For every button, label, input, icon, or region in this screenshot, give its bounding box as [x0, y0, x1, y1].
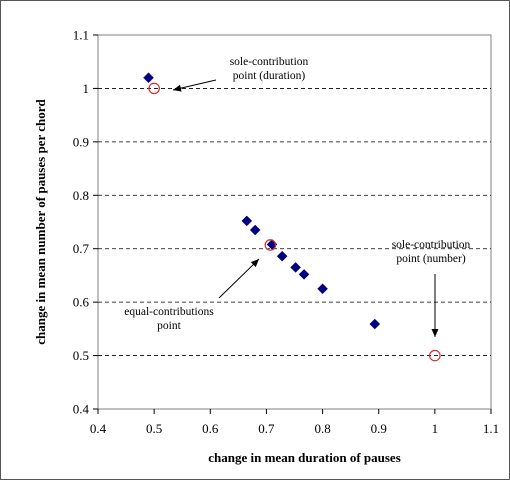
diamond-point [290, 262, 301, 273]
diamond-point [369, 318, 381, 330]
x-tick-label: 0.4 [90, 421, 107, 436]
x-tick-label: 0.5 [146, 421, 162, 436]
diamond-point [276, 250, 288, 262]
y-tick-label: 0.8 [73, 188, 89, 203]
diamond-point [298, 269, 310, 280]
annotation-arrows [172, 79, 439, 337]
annotation-arrow-line [218, 258, 260, 299]
x-tick-label: 0.8 [314, 421, 330, 436]
x-tick-label: 0.6 [202, 421, 219, 436]
diamond-point [249, 224, 261, 236]
annotation-label: point (number) [396, 253, 465, 265]
y-axis-title: change in mean number of pauses per chor… [33, 99, 48, 345]
data-points [143, 72, 441, 362]
y-axis-ticks: 0.4 0.5 0.6 0.7 0.8 0.9 1 1.1 [73, 28, 98, 417]
x-tick-label: 1 [432, 421, 439, 436]
x-axis-ticks: 0.4 0.5 0.6 0.7 0.8 0.9 1 1.1 [90, 409, 499, 436]
annotation-label: sole-contribution [230, 56, 309, 68]
arrowhead-icon [431, 329, 439, 337]
arrowhead-icon [250, 259, 259, 268]
annotation-label: sole-contribution [392, 239, 471, 251]
gridlines [98, 88, 491, 356]
y-tick-label: 1.1 [73, 28, 89, 43]
circle-point [429, 349, 441, 362]
x-tick-label: 0.7 [258, 421, 275, 436]
x-axis-title: change in mean duration of pauses [208, 450, 401, 465]
annotation-label: equal-contributions [124, 306, 214, 318]
arrowhead-icon [173, 84, 182, 92]
annotation-label: point (duration) [233, 70, 306, 82]
x-tick-label: 1.1 [483, 421, 499, 436]
circle-point [264, 239, 277, 251]
diamond-point [241, 215, 253, 227]
circle-point [148, 82, 160, 95]
annotations: sole-contribution point (duration) equal-c… [124, 56, 470, 332]
y-tick-label: 1 [83, 81, 90, 96]
y-tick-label: 0.4 [73, 402, 90, 417]
y-tick-label: 0.9 [73, 134, 89, 149]
diamond-point [143, 72, 154, 84]
x-tick-label: 0.9 [371, 421, 387, 436]
y-tick-label: 0.5 [73, 348, 89, 363]
y-tick-label: 0.7 [73, 241, 90, 256]
diamond-point [317, 283, 328, 295]
plot-area [97, 34, 492, 410]
y-tick-label: 0.6 [73, 295, 90, 310]
annotation-label: point [157, 320, 181, 332]
